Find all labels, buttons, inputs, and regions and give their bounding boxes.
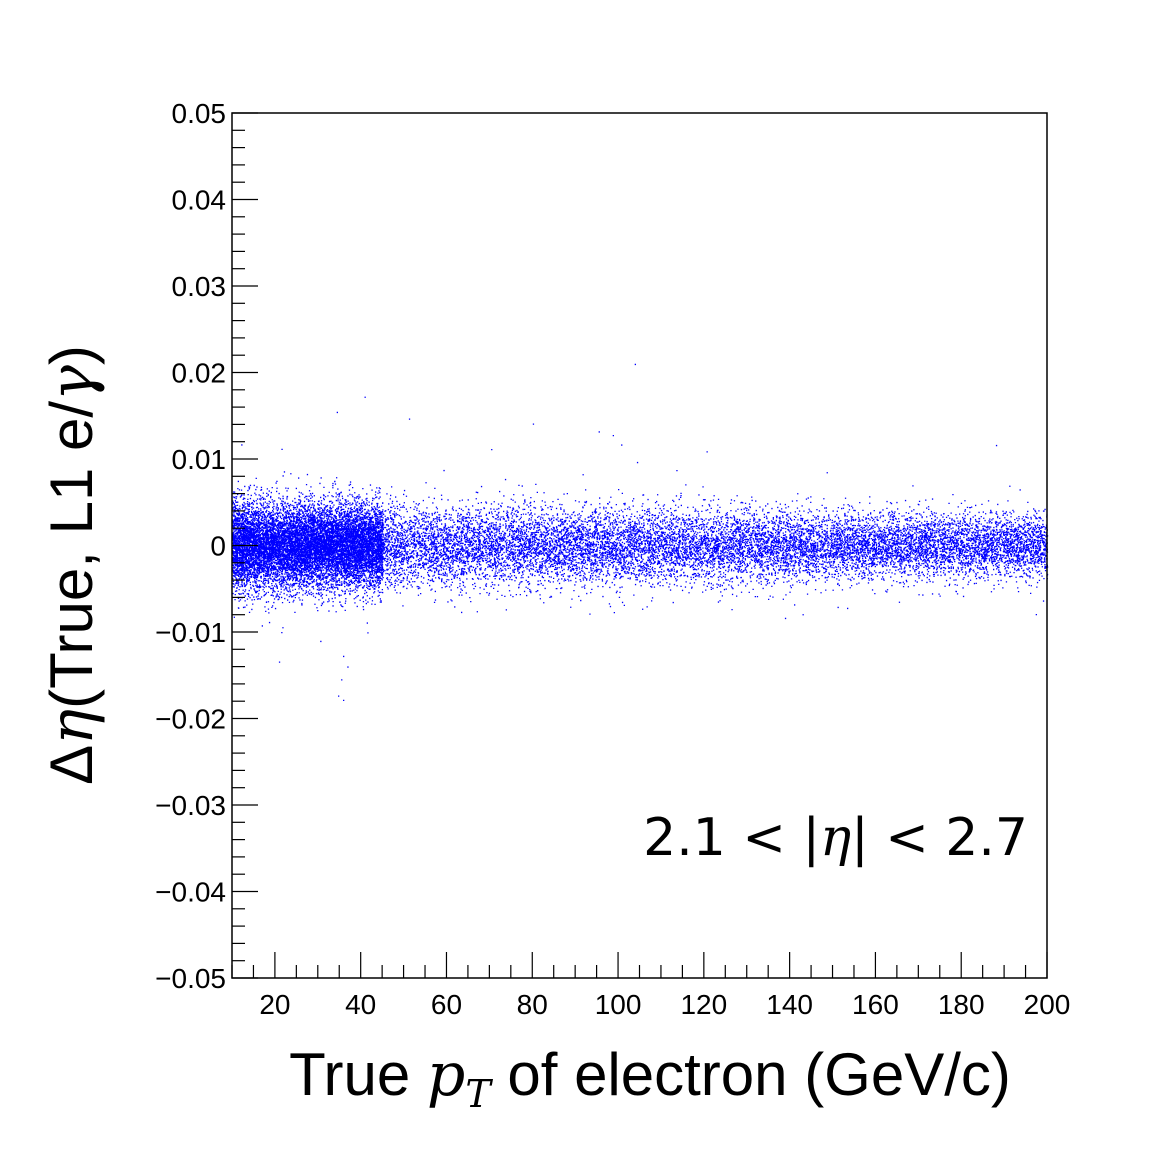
annotation-left: 2.1 < |: [643, 808, 820, 868]
x-axis-title-prefix: True: [289, 1041, 427, 1108]
x-tick-label: 140: [766, 989, 813, 1020]
x-tick-label: 80: [517, 989, 548, 1020]
y-tick-label: −0.04: [155, 877, 226, 908]
y-axis-ticks: [232, 112, 258, 979]
y-tick-label: 0.05: [172, 98, 227, 129]
x-axis-title: True pT of electron (GeV/c): [289, 1040, 1011, 1116]
y-tick-label: 0.01: [172, 444, 227, 475]
x-tick-label: 160: [852, 989, 899, 1020]
y-axis-title-var: η: [37, 709, 107, 745]
x-axis-title-sub: T: [465, 1072, 493, 1116]
scatter-points: [232, 363, 1049, 701]
y-tick-label: 0.02: [172, 358, 227, 389]
y-axis-tick-labels: −0.05 −0.04 −0.03 −0.02 −0.01 0 0.01 0.02 0.03 0.…: [155, 98, 226, 994]
y-tick-label: 0.04: [172, 185, 227, 216]
x-tick-label: 40: [345, 989, 376, 1020]
x-tick-label: 200: [1024, 989, 1071, 1020]
y-axis-title: Δη(True, L1 e/γ): [37, 345, 107, 785]
y-axis-title-prefix: Δ: [38, 745, 105, 785]
y-tick-label: −0.02: [155, 704, 226, 735]
x-axis-ticks: [231, 952, 1048, 978]
y-axis-title-end: ): [38, 345, 105, 365]
annotation-right: | < 2.7: [851, 808, 1028, 868]
y-axis-title-var2: γ: [37, 365, 107, 401]
x-axis-title-var: p: [427, 1040, 465, 1110]
x-tick-label: 20: [259, 989, 290, 1020]
y-tick-label: 0: [210, 531, 226, 562]
x-tick-label: 180: [938, 989, 985, 1020]
y-tick-label: −0.05: [155, 963, 226, 994]
annotation-var: η: [820, 808, 851, 868]
y-tick-label: 0.03: [172, 271, 227, 302]
scatter-point-cloud: [232, 363, 1049, 701]
x-tick-label: 120: [680, 989, 727, 1020]
x-tick-label: 100: [595, 989, 642, 1020]
eta-range-annotation: 2.1 < |η| < 2.7: [643, 808, 1028, 868]
x-axis-tick-labels: 20 40 60 80 100 120 140 160 180 200: [259, 989, 1070, 1020]
y-tick-label: −0.03: [155, 790, 226, 821]
x-tick-label: 60: [431, 989, 462, 1020]
y-axis-title-suffix: (True, L1 e/: [38, 401, 105, 709]
y-tick-label: −0.01: [155, 617, 226, 648]
x-axis-title-suffix: of electron (GeV/c): [491, 1041, 1011, 1108]
